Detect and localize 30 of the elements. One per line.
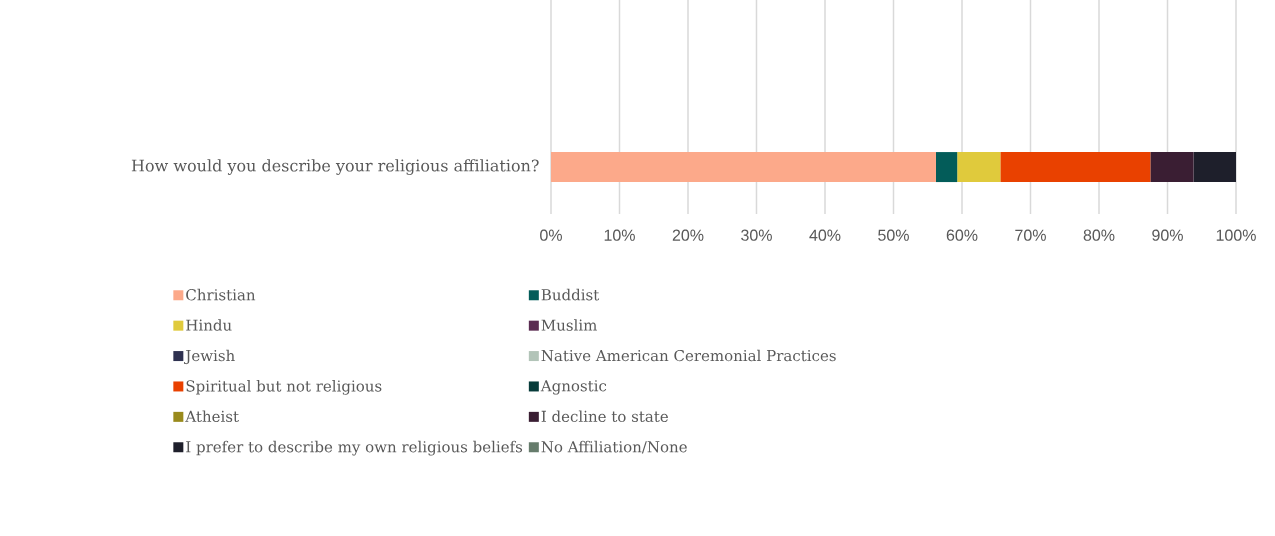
x-tick-label: 20%	[672, 229, 704, 241]
bar	[1000, 152, 1151, 183]
legend-label: Native American Ceremonial Practices	[541, 349, 836, 362]
x-tick-label: 90%	[1152, 229, 1183, 241]
legend-label: I prefer to describe my own religious beliefs	[186, 440, 523, 456]
bar	[1150, 152, 1194, 183]
bar	[957, 152, 1001, 183]
legend-label: I decline to state	[541, 410, 668, 423]
x-tick-label: 70%	[1015, 229, 1046, 241]
legend-label: Hindu	[186, 319, 232, 331]
legend-label: No Affiliation/None	[541, 440, 687, 454]
legend-label: Jewish	[184, 349, 235, 365]
x-tick-label: 40%	[809, 229, 841, 241]
x-tick-label: 60%	[946, 229, 978, 241]
legend-label: Christian	[186, 288, 256, 301]
y-tick-label: How would you describe your religious affiliation?	[131, 159, 539, 175]
x-tick-label: 50%	[878, 229, 909, 241]
x-tick-label: 30%	[741, 229, 772, 241]
legend-label: Muslim	[541, 319, 597, 331]
x-tick-label: 0%	[540, 229, 562, 241]
x-tick-label: 80%	[1083, 229, 1115, 241]
bar	[551, 152, 936, 183]
bar	[935, 152, 958, 183]
legend-label: Spiritual but not religious	[186, 380, 382, 395]
legend-label: Agnostic	[540, 380, 607, 395]
x-tick-label: 10%	[604, 229, 635, 241]
legend-label: Atheist	[185, 410, 239, 423]
bar	[1193, 152, 1236, 183]
legend-label: Buddist	[541, 288, 600, 301]
x-tick-label: 100%	[1216, 229, 1256, 241]
